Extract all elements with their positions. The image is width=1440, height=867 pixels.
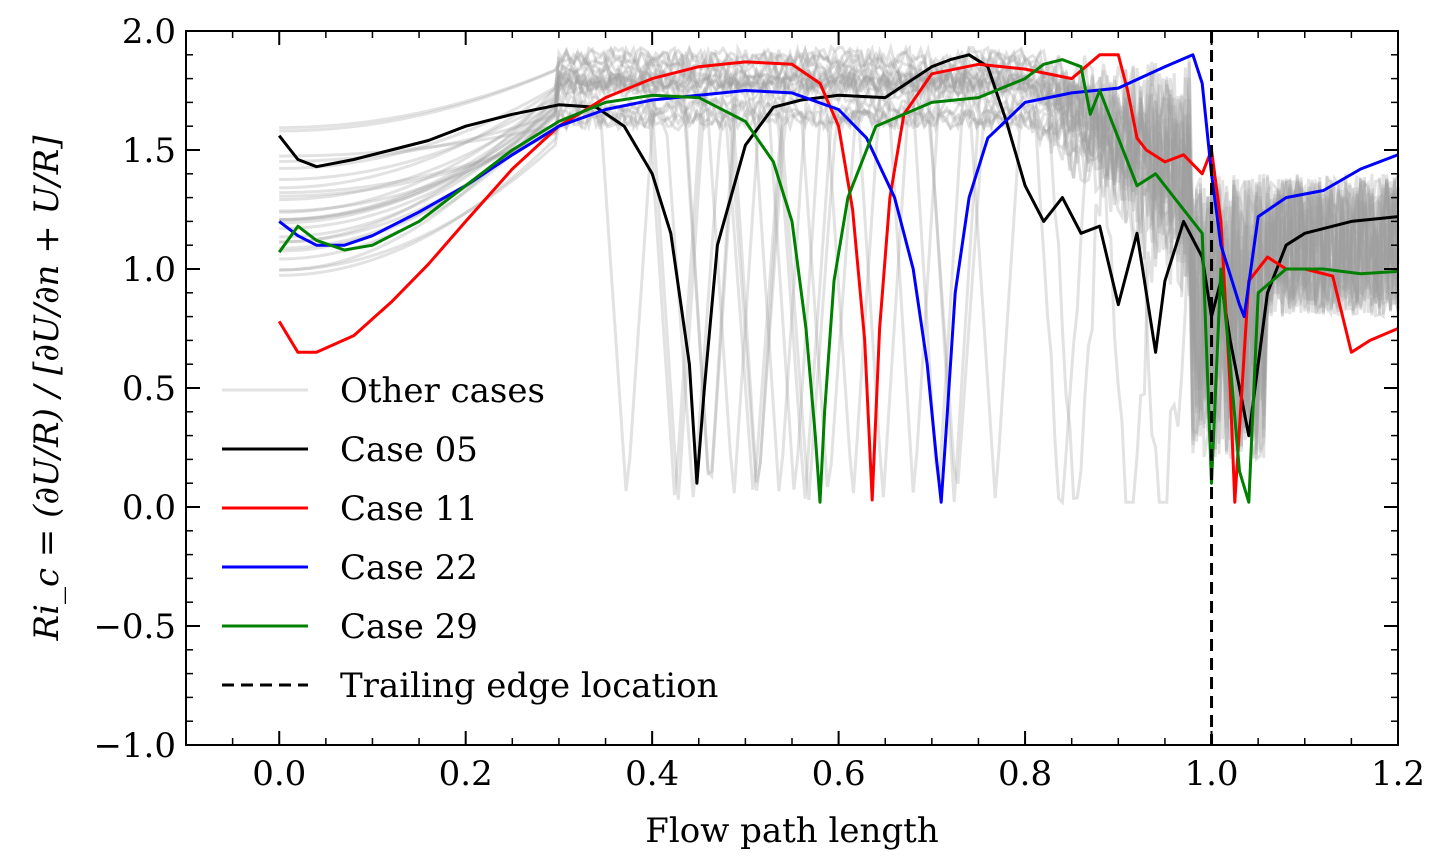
other-case-line xyxy=(279,93,1400,488)
y-axis-title: Ri_c = (∂U/R) / [∂U/∂n + U/R] xyxy=(27,135,67,642)
y-tick-label: 0.5 xyxy=(122,369,176,409)
x-axis-title: Flow path length xyxy=(645,811,938,851)
x-tick-label: 0.6 xyxy=(812,754,866,794)
x-tick-label: 1.2 xyxy=(1371,754,1425,794)
other-case-line xyxy=(279,67,1400,501)
legend-label: Case 22 xyxy=(340,548,478,588)
other-case-line xyxy=(279,53,1400,498)
x-tick-label: 0.2 xyxy=(439,754,493,794)
series-layer xyxy=(277,53,1399,504)
y-tick-label: −1.0 xyxy=(93,726,176,766)
series-line-case-29 xyxy=(277,58,1399,504)
y-tick-label: −0.5 xyxy=(93,607,176,647)
legend-label: Trailing edge location xyxy=(340,666,718,706)
y-tick-label: 1.5 xyxy=(122,131,176,171)
axis-ticks: 0.0 0.2 0.4 0.6 0.8 1.0 1.2 −1.0 −0.5 0.0 0.5 1.0 1.… xyxy=(93,12,1425,794)
y-tick-label: 1.0 xyxy=(122,250,176,290)
series-line-case-05 xyxy=(278,53,1399,485)
legend-label: Other cases xyxy=(340,371,545,411)
x-tick-label: 0.0 xyxy=(252,754,306,794)
x-tick-label: 1.0 xyxy=(1184,754,1238,794)
x-tick-label: 0.4 xyxy=(625,754,679,794)
other-case-line xyxy=(279,42,1400,477)
series-line-case-11 xyxy=(277,53,1399,504)
other-case-line xyxy=(279,96,1400,484)
y-tick-label: 2.0 xyxy=(122,12,176,52)
other-case-line xyxy=(279,64,1400,504)
y-tick-label: 0.0 xyxy=(122,488,176,528)
other-case-line xyxy=(279,55,1400,483)
series-line-case-22 xyxy=(278,53,1399,504)
other-case-line xyxy=(279,91,1400,499)
legend-label: Case 05 xyxy=(340,430,478,470)
legend-label: Case 11 xyxy=(340,489,478,529)
legend: Other cases Case 05 Case 11 Case 22 Case 29 T… xyxy=(222,371,718,706)
x-tick-label: 0.8 xyxy=(998,754,1052,794)
legend-label: Case 29 xyxy=(340,607,478,647)
